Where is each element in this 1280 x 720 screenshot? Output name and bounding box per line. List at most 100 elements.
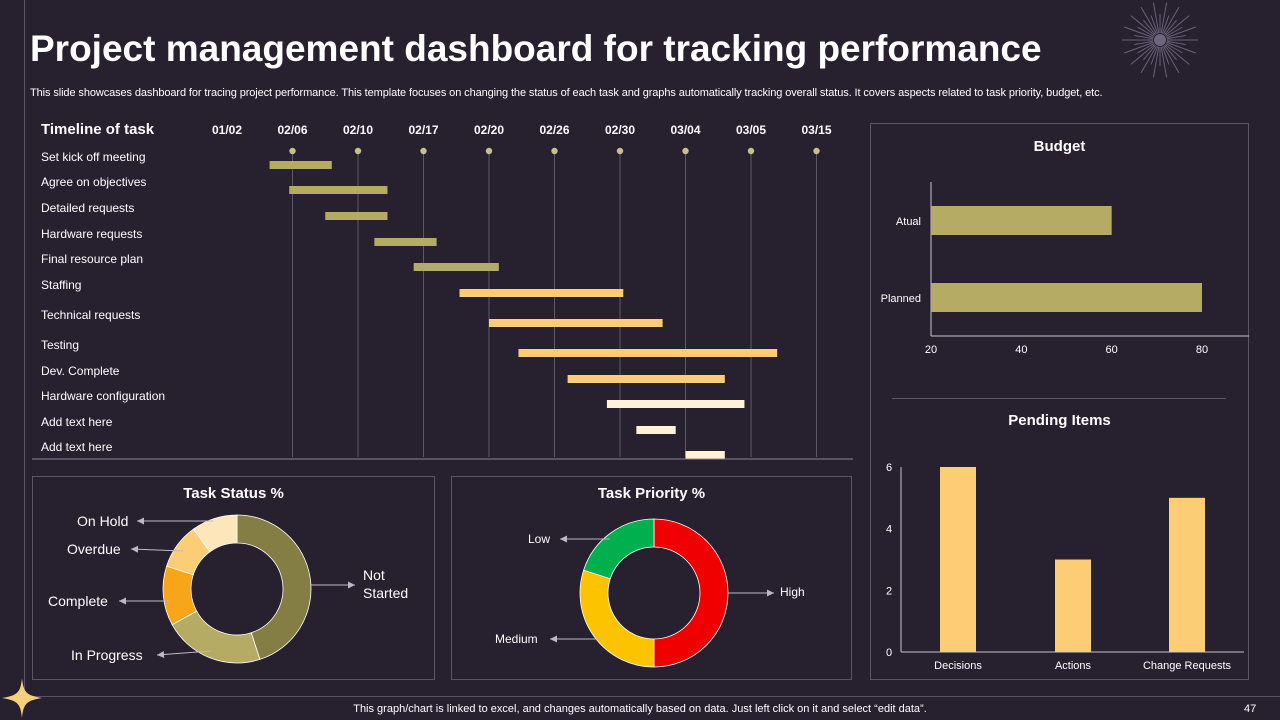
timeline-milestone-dot (289, 147, 296, 155)
task-timeline-bar (413, 263, 499, 271)
task-name-label: Add text here (41, 440, 113, 454)
page-subtitle: This slide showcases dashboard for traci… (30, 87, 1103, 99)
leader-arrowhead (137, 517, 144, 525)
timeline-date-label: 03/05 (736, 123, 766, 137)
donut-slice-label: Not Started (363, 567, 408, 601)
donut-slice-label: Low (528, 532, 550, 546)
budget-category-label: Planned (881, 293, 921, 305)
pending-tick-label: 6 (886, 462, 892, 474)
budget-chart: Atual Planned 20 40 60 80 (881, 182, 1249, 356)
donut-slice (653, 518, 729, 668)
donut-slice (579, 569, 655, 668)
pending-category-label: Change Requests (1143, 660, 1232, 672)
timeline-date-label: 02/10 (343, 123, 373, 137)
donut-slice-label: Medium (495, 632, 538, 646)
task-name-label: Final resource plan (41, 252, 143, 266)
task-name-label: Dev. Complete (41, 364, 120, 378)
timeline-date-label: 02/17 (408, 123, 438, 137)
leader-arrowhead (131, 545, 139, 553)
leader-arrowhead (348, 581, 355, 589)
donut-slice-label: On Hold (77, 513, 128, 529)
donut-slice (171, 610, 261, 664)
task-timeline-bar (459, 289, 624, 297)
task-timeline-bar (518, 349, 778, 357)
task-timeline-bar (374, 238, 437, 246)
donut-slice (236, 514, 312, 660)
timeline-date-label: 02/06 (277, 123, 307, 137)
leader-arrowhead (767, 589, 774, 597)
donut-slice-label: Overdue (67, 541, 121, 557)
budget-pending-panel: Budget Atual Planned 20 40 60 80 Pending Item… (870, 123, 1249, 680)
page-number: 47 (1244, 703, 1257, 715)
timeline-chart: Timeline of task 01/02 02/06 02/10 02/17 02/… (32, 121, 853, 460)
task-priority-panel: Task Priority % High Medium Low (451, 476, 852, 680)
pending-bar (1055, 559, 1091, 652)
budget-title: Budget (1033, 138, 1086, 155)
task-timeline-bar (289, 186, 388, 194)
leader-line (130, 548, 184, 552)
task-priority-donut: High Medium Low (495, 518, 805, 668)
timeline-milestone-dot (813, 147, 820, 155)
donut-slice-label: Complete (48, 593, 108, 609)
timeline-milestone-dot (485, 147, 493, 155)
leader-arrowhead (550, 635, 557, 643)
pending-category-label: Actions (1055, 660, 1092, 672)
timeline-title: Timeline of task (41, 121, 155, 138)
panel-divider (892, 398, 1226, 399)
timeline-milestone-dot (420, 147, 427, 155)
timeline-date-label: 03/15 (801, 123, 831, 137)
pending-tick-label: 0 (886, 647, 892, 659)
timeline-date-label: 01/02 (212, 123, 242, 137)
task-name-label: Hardware requests (41, 227, 142, 241)
task-timeline-bar (567, 375, 725, 383)
task-name-label: Detailed requests (41, 201, 134, 215)
leader-arrowhead (119, 597, 126, 605)
budget-tick-label: 80 (1196, 344, 1208, 356)
task-timeline-bar (269, 161, 332, 169)
left-border-line (24, 0, 25, 690)
budget-category-label: Atual (896, 216, 921, 228)
budget-tick-label: 20 (925, 344, 937, 356)
timeline-milestone-dot (682, 147, 689, 155)
timeline-milestone-dot (551, 147, 558, 155)
sparkle-star-icon (2, 678, 42, 718)
task-timeline-bar (325, 212, 388, 220)
task-timeline-bar (636, 426, 676, 434)
pending-bar (1169, 497, 1205, 652)
budget-tick-label: 60 (1106, 344, 1118, 356)
timeline-milestone-dot (616, 147, 624, 155)
task-status-panel: Task Status % Not Started In Progress Compl… (32, 476, 435, 680)
pending-tick-label: 4 (886, 524, 892, 536)
budget-tick-label: 40 (1015, 344, 1027, 356)
task-timeline-bar (685, 451, 725, 459)
donut-slice-label: In Progress (71, 647, 143, 663)
donut-slice (192, 514, 238, 553)
page-title: Project management dashboard for trackin… (30, 28, 1042, 69)
timeline-milestone-dot (354, 147, 362, 155)
task-name-label: Technical requests (41, 308, 140, 322)
timeline-date-label: 02/26 (539, 123, 569, 137)
task-name-label: Agree on objectives (41, 175, 146, 189)
timeline-date-label: 02/30 (605, 123, 635, 137)
task-name-label: Staffing (41, 278, 81, 292)
task-status-title: Task Status % (183, 485, 284, 502)
budget-bar (931, 283, 1202, 312)
timeline-milestone-dot (747, 147, 755, 155)
pending-items-title: Pending Items (1008, 412, 1111, 429)
leader-arrowhead (560, 535, 567, 543)
footer-note: This graph/chart is linked to excel, and… (353, 703, 927, 715)
leader-line (156, 650, 212, 656)
task-name-label: Testing (41, 338, 79, 352)
timeline-date-label: 02/20 (474, 123, 504, 137)
task-priority-title: Task Priority % (597, 485, 706, 502)
task-timeline-bar (606, 400, 745, 408)
pending-bar (940, 467, 976, 652)
timeline-date-label: 03/04 (670, 123, 700, 137)
pending-category-label: Decisions (934, 660, 982, 672)
donut-slice (583, 518, 655, 580)
task-name-label: Hardware configuration (41, 389, 165, 403)
task-name-label: Set kick off meeting (41, 150, 146, 164)
starburst-decoration-icon (1122, 2, 1198, 78)
task-timeline-bar (489, 319, 663, 327)
task-status-donut: Not Started In Progress Complete Overdue On H… (48, 513, 408, 664)
